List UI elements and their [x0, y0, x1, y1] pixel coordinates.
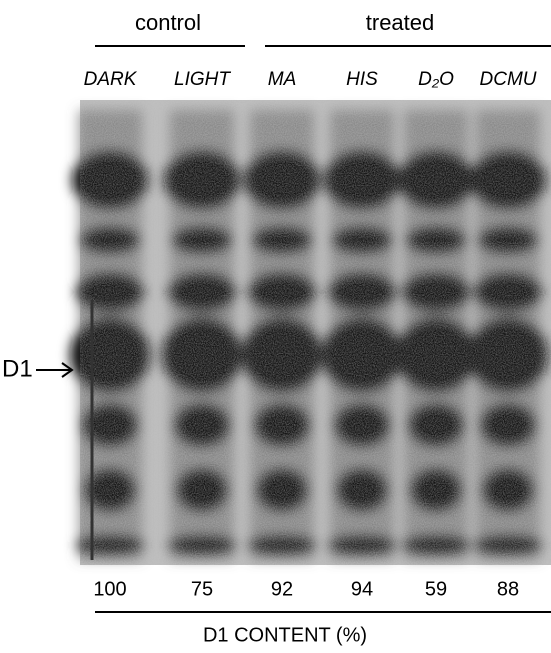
group-label: treated	[366, 10, 435, 35]
d1-content: 88	[497, 578, 519, 600]
d1-content: 75	[191, 578, 213, 600]
lane-label: DCMU	[480, 69, 537, 90]
d1-content: 59	[425, 578, 447, 600]
footer-label: D1 CONTENT (%)	[203, 624, 367, 646]
marker-label: D1	[2, 355, 33, 382]
d1-content: 94	[351, 578, 373, 600]
lane-label: MA	[268, 69, 297, 90]
gel-grain	[80, 100, 551, 565]
group-label: control	[135, 10, 201, 35]
d1-content: 100	[93, 578, 126, 600]
lane-label: D₂O	[418, 69, 454, 90]
marker-arrow	[36, 362, 74, 378]
d1-content: 92	[271, 578, 293, 600]
lane-label: DARK	[84, 69, 138, 90]
lane-label: LIGHT	[174, 69, 231, 90]
lane-label: HIS	[346, 69, 378, 90]
